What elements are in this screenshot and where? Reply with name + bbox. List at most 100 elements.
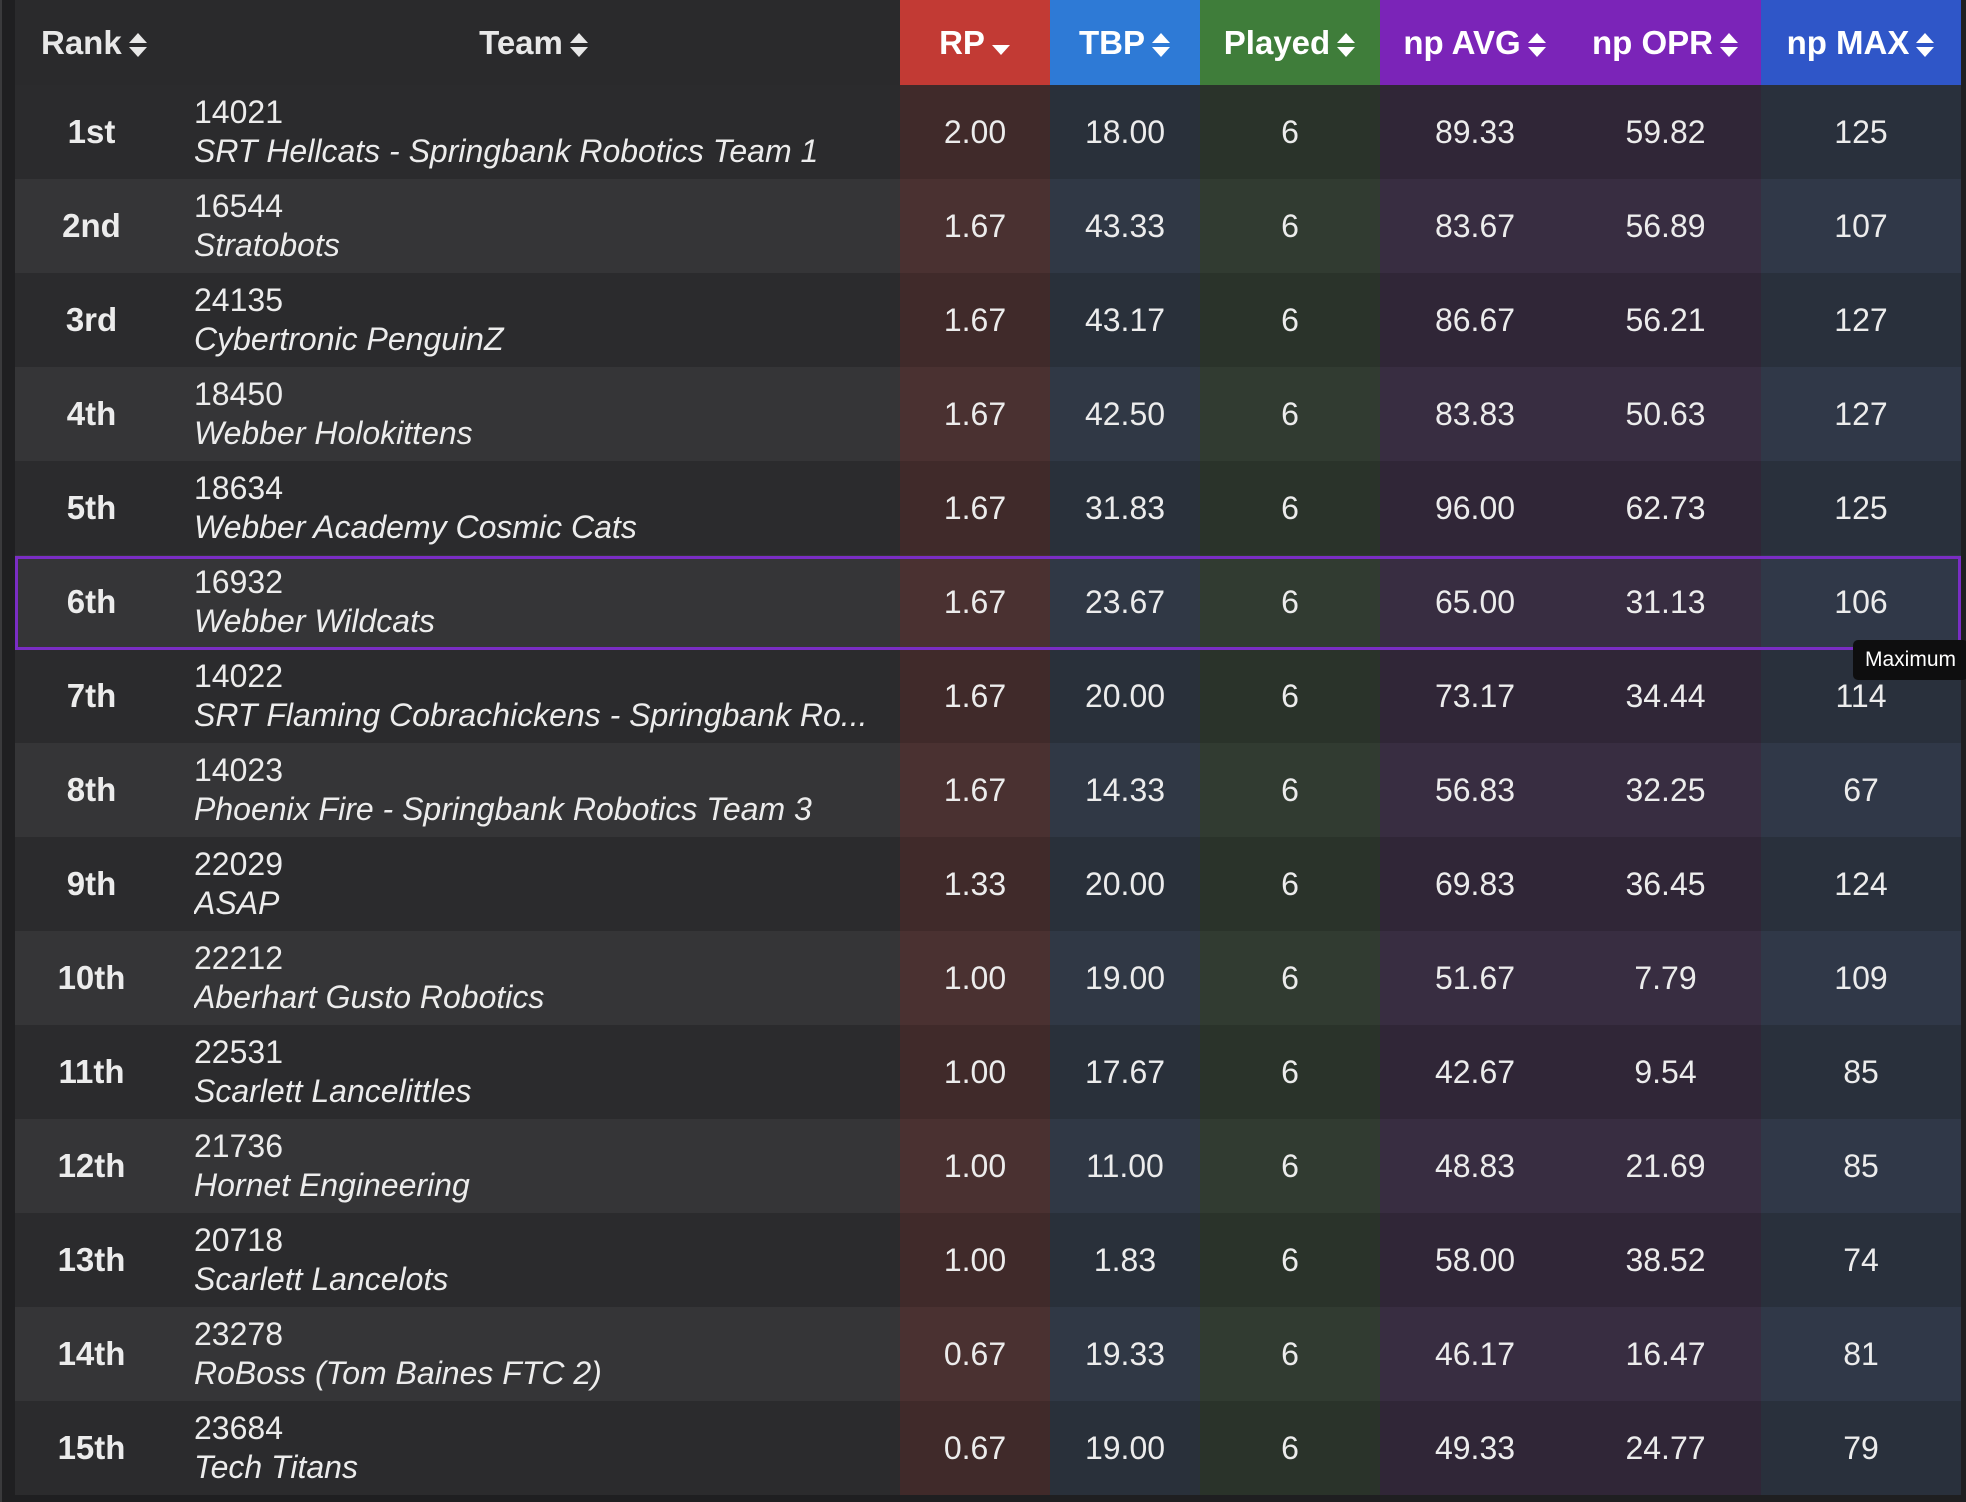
team-cell[interactable]: 14023 Phoenix Fire - Springbank Robotics …	[168, 743, 900, 837]
np-avg-cell: 42.67	[1380, 1025, 1570, 1119]
table-row-selected[interactable]: 6th 16932 Webber Wildcats 1.67 23.67 6 65…	[15, 555, 1961, 649]
tbp-cell: 43.17	[1050, 273, 1200, 367]
team-name: Cybertronic PenguinZ	[194, 321, 504, 357]
played-cell: 6	[1200, 1401, 1380, 1495]
team-number: 20718	[194, 1222, 283, 1258]
column-header-np-avg[interactable]: np AVG	[1380, 0, 1570, 85]
rank-cell: 10th	[15, 931, 168, 1025]
team-name: Stratobots	[194, 227, 340, 263]
np-opr-cell: 31.13	[1570, 555, 1761, 649]
rp-cell: 1.00	[900, 1213, 1050, 1307]
team-number: 23684	[194, 1410, 283, 1446]
np-avg-cell: 51.67	[1380, 931, 1570, 1025]
np-opr-cell: 56.89	[1570, 179, 1761, 273]
np-opr-cell: 59.82	[1570, 85, 1761, 179]
team-cell[interactable]: 22531 Scarlett Lancelittles	[168, 1025, 900, 1119]
team-number: 23278	[194, 1316, 283, 1352]
team-cell[interactable]: 23684 Tech Titans	[168, 1401, 900, 1495]
team-cell[interactable]: 20718 Scarlett Lancelots	[168, 1213, 900, 1307]
table-row[interactable]: 11th 22531 Scarlett Lancelittles 1.00 17.…	[15, 1025, 1961, 1119]
rank-cell: 2nd	[15, 179, 168, 273]
table-row[interactable]: 7th 14022 SRT Flaming Cobrachickens - Spr…	[15, 649, 1961, 743]
np-avg-cell: 56.83	[1380, 743, 1570, 837]
np-opr-cell: 62.73	[1570, 461, 1761, 555]
team-number: 14022	[194, 658, 283, 694]
team-name: Webber Academy Cosmic Cats	[194, 509, 637, 545]
rp-cell: 0.67	[900, 1401, 1050, 1495]
table-row[interactable]: 10th 22212 Aberhart Gusto Robotics 1.00 1…	[15, 931, 1961, 1025]
played-cell: 6	[1200, 1307, 1380, 1401]
np-avg-cell: 89.33	[1380, 85, 1570, 179]
table-row[interactable]: 14th 23278 RoBoss (Tom Baines FTC 2) 0.67…	[15, 1307, 1961, 1401]
tbp-cell: 11.00	[1050, 1119, 1200, 1213]
team-cell[interactable]: 14021 SRT Hellcats - Springbank Robotics …	[168, 85, 900, 179]
np-max-cell: 124	[1761, 837, 1961, 931]
header-label-team: Team	[479, 23, 563, 61]
team-cell[interactable]: 21736 Hornet Engineering	[168, 1119, 900, 1213]
np-max-cell: 127	[1761, 273, 1961, 367]
team-cell[interactable]: 16932 Webber Wildcats	[168, 555, 900, 649]
table-row[interactable]: 9th 22029 ASAP 1.33 20.00 6 69.83 36.45 1…	[15, 837, 1961, 931]
table-row[interactable]: 13th 20718 Scarlett Lancelots 1.00 1.83 6…	[15, 1213, 1961, 1307]
column-header-tbp[interactable]: TBP	[1050, 0, 1200, 85]
table-row[interactable]: 15th 23684 Tech Titans 0.67 19.00 6 49.33…	[15, 1401, 1961, 1495]
team-cell[interactable]: 22212 Aberhart Gusto Robotics	[168, 931, 900, 1025]
column-header-np-opr[interactable]: np OPR	[1570, 0, 1761, 85]
team-number: 14021	[194, 94, 283, 130]
rp-cell: 1.67	[900, 649, 1050, 743]
column-header-played[interactable]: Played	[1200, 0, 1380, 85]
np-avg-cell: 65.00	[1380, 555, 1570, 649]
team-name: Scarlett Lancelittles	[194, 1073, 472, 1109]
table-row[interactable]: 2nd 16544 Stratobots 1.67 43.33 6 83.67 5…	[15, 179, 1961, 273]
np-max-cell: 79	[1761, 1401, 1961, 1495]
header-label-np-avg: np AVG	[1403, 23, 1521, 61]
np-avg-cell: 58.00	[1380, 1213, 1570, 1307]
team-name: Hornet Engineering	[194, 1167, 470, 1203]
team-name: Aberhart Gusto Robotics	[194, 979, 545, 1015]
np-max-cell: 106	[1761, 555, 1961, 649]
table-row[interactable]: 3rd 24135 Cybertronic PenguinZ 1.67 43.17…	[15, 273, 1961, 367]
team-name: SRT Hellcats - Springbank Robotics Team …	[194, 133, 819, 169]
rank-cell: 3rd	[15, 273, 168, 367]
column-tooltip: Maximum	[1853, 640, 1966, 680]
team-number: 24135	[194, 282, 283, 318]
np-avg-cell: 48.83	[1380, 1119, 1570, 1213]
table-row[interactable]: 5th 18634 Webber Academy Cosmic Cats 1.67…	[15, 461, 1961, 555]
np-opr-cell: 21.69	[1570, 1119, 1761, 1213]
table-row[interactable]: 8th 14023 Phoenix Fire - Springbank Robot…	[15, 743, 1961, 837]
np-max-cell: 74	[1761, 1213, 1961, 1307]
team-cell[interactable]: 14022 SRT Flaming Cobrachickens - Springb…	[168, 649, 900, 743]
tbp-cell: 20.00	[1050, 837, 1200, 931]
table-row[interactable]: 12th 21736 Hornet Engineering 1.00 11.00 …	[15, 1119, 1961, 1213]
column-header-np-max[interactable]: np MAX	[1761, 0, 1961, 85]
played-cell: 6	[1200, 179, 1380, 273]
team-name: ASAP	[194, 885, 280, 921]
tbp-cell: 42.50	[1050, 367, 1200, 461]
sort-both-icon	[1719, 31, 1739, 59]
rank-cell: 9th	[15, 837, 168, 931]
team-cell[interactable]: 23278 RoBoss (Tom Baines FTC 2)	[168, 1307, 900, 1401]
table-row[interactable]: 1st 14021 SRT Hellcats - Springbank Robot…	[15, 85, 1961, 179]
rank-cell: 4th	[15, 367, 168, 461]
np-max-cell: 125	[1761, 461, 1961, 555]
table-row[interactable]: 4th 18450 Webber Holokittens 1.67 42.50 6…	[15, 367, 1961, 461]
team-number: 14023	[194, 752, 283, 788]
tbp-cell: 43.33	[1050, 179, 1200, 273]
team-number: 16932	[194, 564, 283, 600]
column-header-rp[interactable]: RP	[900, 0, 1050, 85]
rp-cell: 1.00	[900, 1119, 1050, 1213]
rp-cell: 1.67	[900, 461, 1050, 555]
column-header-team[interactable]: Team	[168, 0, 900, 85]
team-cell[interactable]: 22029 ASAP	[168, 837, 900, 931]
column-header-rank[interactable]: Rank	[15, 0, 168, 85]
team-cell[interactable]: 18634 Webber Academy Cosmic Cats	[168, 461, 900, 555]
team-cell[interactable]: 24135 Cybertronic PenguinZ	[168, 273, 900, 367]
np-avg-cell: 49.33	[1380, 1401, 1570, 1495]
team-cell[interactable]: 16544 Stratobots	[168, 179, 900, 273]
played-cell: 6	[1200, 273, 1380, 367]
rank-cell: 8th	[15, 743, 168, 837]
team-cell[interactable]: 18450 Webber Holokittens	[168, 367, 900, 461]
tbp-cell: 1.83	[1050, 1213, 1200, 1307]
team-name: Webber Wildcats	[194, 603, 435, 639]
